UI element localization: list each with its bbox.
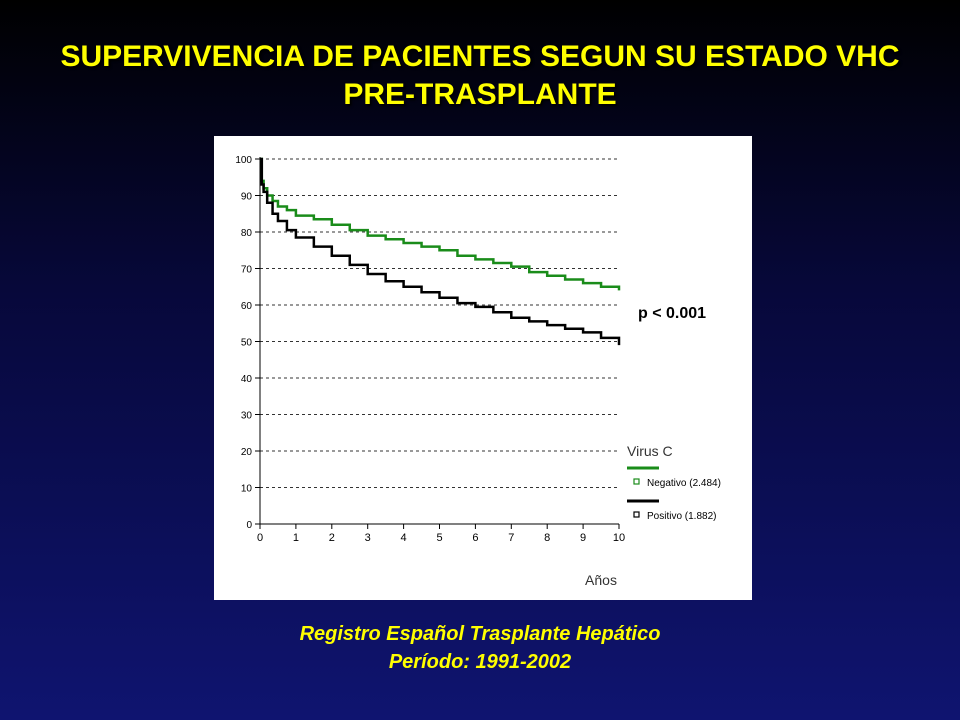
series-line-negativo	[260, 157, 621, 291]
survival-chart: 0 10 20 30 40 50 60 70 80 90 100 0 1 2 3 4 5 6 7 8 9 10 Años Vi…	[235, 155, 721, 588]
y-tick-label: 40	[241, 374, 253, 385]
y-tick-label: 0	[246, 520, 252, 531]
y-tick-label: 90	[241, 192, 253, 203]
footer-line-2: Período: 1991-2002	[388, 651, 572, 673]
x-tick-label: 5	[436, 532, 442, 544]
x-tick-label: 2	[329, 532, 335, 544]
x-tick-label: 10	[613, 532, 625, 544]
y-tick-label: 70	[241, 265, 253, 276]
slide-title: SUPERVIVENCIA DE PACIENTES SEGUN SU ESTA…	[0, 38, 960, 114]
x-tick-label: 4	[401, 532, 407, 544]
y-tick-label: 30	[241, 411, 253, 422]
p-value-annotation: p < 0.001	[638, 305, 707, 322]
title-line-1: SUPERVIVENCIA DE PACIENTES SEGUN SU ESTA…	[60, 40, 900, 73]
x-tick-label: 3	[365, 532, 371, 544]
x-tick-label: 8	[544, 532, 550, 544]
footer: Registro Español Trasplante Hepático Per…	[0, 620, 960, 676]
chart-panel: 0 10 20 30 40 50 60 70 80 90 100 0 1 2 3 4 5 6 7 8 9 10 Años Vi…	[214, 136, 752, 600]
y-tick-label: 50	[241, 338, 253, 349]
y-tick-label: 60	[241, 301, 253, 312]
legend-marker-0	[633, 478, 640, 485]
y-tick-label: 20	[241, 447, 253, 458]
legend-title: Virus C	[627, 443, 673, 459]
x-tick-label: 1	[293, 532, 299, 544]
x-tick-label: 7	[508, 532, 514, 544]
x-axis-label: Años	[585, 572, 617, 588]
y-tick-label: 10	[241, 484, 253, 495]
x-tick-label: 6	[472, 532, 478, 544]
y-tick-label: 100	[235, 155, 252, 166]
y-tick-label: 80	[241, 228, 253, 239]
legend-marker-1	[633, 511, 640, 518]
series-line-positivo	[260, 157, 621, 346]
x-tick-label: 0	[257, 532, 263, 544]
legend-entry-1: Positivo (1.882)	[647, 511, 716, 522]
footer-line-1: Registro Español Trasplante Hepático	[299, 623, 661, 645]
x-tick-label: 9	[580, 532, 586, 544]
legend-entry-0: Negativo (2.484)	[647, 478, 721, 489]
title-line-2: PRE-TRASPLANTE	[343, 78, 617, 111]
